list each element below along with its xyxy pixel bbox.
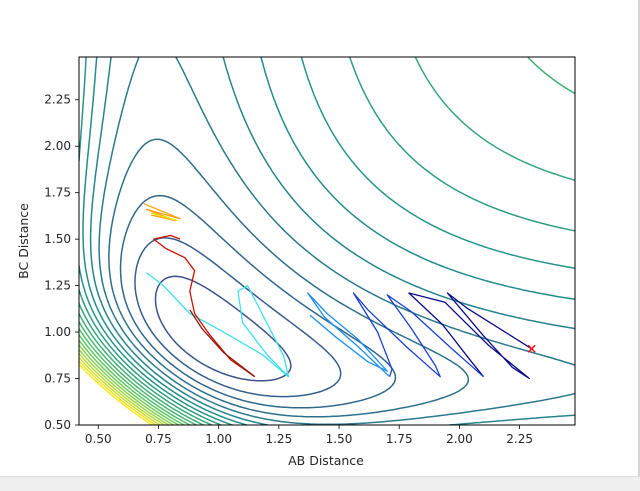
y-tick-label: 2.25 bbox=[44, 93, 71, 107]
trajectory-segment bbox=[146, 272, 290, 378]
contour-level bbox=[79, 348, 170, 425]
x-axis-label: AB Distance bbox=[288, 453, 364, 468]
y-tick-label: 0.75 bbox=[44, 372, 71, 386]
contour-level bbox=[79, 339, 180, 425]
x-tick-label: 0.75 bbox=[145, 432, 172, 446]
y-tick-label: 1.00 bbox=[44, 325, 71, 339]
contour-level bbox=[79, 57, 575, 425]
y-tick-label: 1.75 bbox=[44, 186, 71, 200]
end-point-marker bbox=[527, 344, 536, 353]
y-tick-label: 1.50 bbox=[44, 232, 71, 246]
trajectory-segment bbox=[352, 292, 484, 378]
end-x-marker bbox=[527, 344, 536, 353]
trajectory-segment bbox=[189, 309, 256, 378]
contour-level bbox=[79, 344, 175, 425]
contour-level bbox=[119, 194, 397, 409]
y-tick-label: 1.25 bbox=[44, 279, 71, 293]
contour-level bbox=[79, 57, 575, 425]
window-status-strip bbox=[0, 476, 640, 491]
contour-level bbox=[79, 328, 191, 425]
contour-level bbox=[79, 363, 153, 425]
contour-level bbox=[134, 237, 342, 398]
contour-level bbox=[79, 356, 161, 425]
trajectory-lines bbox=[143, 203, 533, 380]
x-tick-label: 2.00 bbox=[446, 432, 473, 446]
y-axis-ticks: 0.50 0.75 1.00 1.25 1.50 1.75 2.00 2.25 bbox=[44, 93, 79, 432]
contour-level bbox=[98, 57, 575, 425]
x-tick-label: 1.75 bbox=[386, 432, 413, 446]
trajectory-segment bbox=[152, 234, 256, 378]
y-tick-label: 0.50 bbox=[44, 418, 71, 432]
trajectory-segment bbox=[408, 292, 533, 380]
x-axis-ticks: 0.50 0.75 1.00 1.25 1.50 1.75 2.00 2.25 bbox=[85, 425, 533, 446]
x-tick-label: 2.25 bbox=[506, 432, 533, 446]
x-tick-label: 1.50 bbox=[326, 432, 353, 446]
window-edge bbox=[638, 0, 640, 491]
contour-level bbox=[79, 57, 575, 425]
trajectory-segment bbox=[143, 203, 181, 222]
y-tick-label: 2.00 bbox=[44, 139, 71, 153]
contour-level bbox=[108, 138, 470, 418]
x-tick-label: 1.00 bbox=[205, 432, 232, 446]
trajectory-segment bbox=[151, 212, 178, 222]
contour-level bbox=[79, 352, 165, 425]
contour-level bbox=[79, 334, 185, 425]
contour-level bbox=[79, 57, 575, 425]
contour-lines bbox=[79, 57, 575, 425]
contour-level bbox=[79, 321, 198, 425]
contour-level bbox=[89, 57, 575, 425]
x-tick-label: 0.50 bbox=[85, 432, 112, 446]
x-tick-label: 1.25 bbox=[265, 432, 292, 446]
plot-frame bbox=[78, 56, 576, 426]
y-axis-label: BC Distance bbox=[16, 203, 31, 279]
contour-level bbox=[79, 360, 157, 425]
trajectory-segment bbox=[307, 292, 391, 378]
contour-level bbox=[82, 57, 575, 425]
